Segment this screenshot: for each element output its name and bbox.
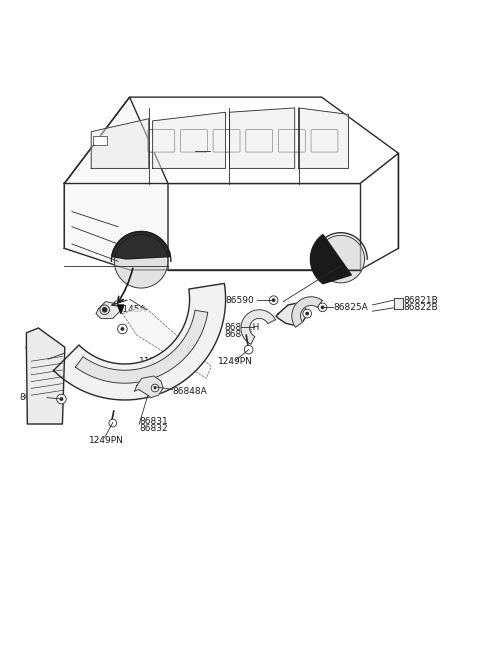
Text: 86822B: 86822B [403, 303, 438, 312]
Polygon shape [64, 97, 168, 270]
Polygon shape [292, 297, 323, 327]
FancyBboxPatch shape [278, 130, 305, 152]
Circle shape [120, 327, 124, 331]
Polygon shape [64, 97, 398, 184]
FancyBboxPatch shape [148, 130, 175, 152]
FancyBboxPatch shape [213, 130, 240, 152]
Polygon shape [153, 112, 226, 169]
Polygon shape [118, 305, 124, 314]
Text: 86832: 86832 [139, 424, 168, 434]
Circle shape [57, 394, 66, 404]
Circle shape [102, 308, 107, 312]
Polygon shape [299, 108, 348, 169]
Polygon shape [317, 236, 365, 283]
Polygon shape [93, 136, 107, 144]
Text: 86821B: 86821B [403, 296, 438, 304]
Polygon shape [311, 235, 351, 283]
Text: 86825A: 86825A [334, 303, 368, 312]
FancyBboxPatch shape [311, 130, 338, 152]
Circle shape [272, 298, 276, 302]
Polygon shape [26, 328, 65, 424]
Text: 1249PN: 1249PN [218, 357, 253, 366]
Polygon shape [229, 108, 295, 169]
Text: 86590: 86590 [19, 393, 48, 402]
Polygon shape [54, 283, 226, 400]
Text: 86848A: 86848A [173, 387, 207, 396]
Text: 86831: 86831 [139, 417, 168, 426]
Circle shape [151, 384, 159, 392]
Text: 86811: 86811 [25, 355, 54, 363]
Circle shape [269, 296, 278, 304]
FancyBboxPatch shape [180, 130, 207, 152]
Text: 84145A: 84145A [112, 305, 146, 314]
Circle shape [154, 386, 156, 390]
Polygon shape [91, 119, 149, 169]
Circle shape [303, 309, 312, 318]
Polygon shape [75, 310, 208, 383]
Circle shape [118, 324, 127, 334]
Circle shape [109, 419, 117, 427]
Polygon shape [276, 303, 307, 325]
Text: 1249PN: 1249PN [89, 436, 124, 445]
Text: 86590: 86590 [226, 296, 254, 304]
Circle shape [318, 303, 327, 312]
Polygon shape [122, 306, 211, 379]
Circle shape [321, 306, 324, 309]
FancyBboxPatch shape [246, 130, 273, 152]
Text: 86812: 86812 [25, 362, 54, 371]
Polygon shape [394, 298, 403, 309]
Polygon shape [64, 154, 398, 270]
Polygon shape [112, 232, 170, 259]
Circle shape [60, 397, 63, 401]
Polygon shape [241, 310, 276, 344]
Text: 86841H: 86841H [225, 323, 260, 331]
Text: 86842: 86842 [225, 330, 253, 338]
Polygon shape [114, 234, 168, 288]
Polygon shape [134, 376, 163, 398]
Circle shape [244, 345, 253, 354]
Circle shape [305, 312, 309, 316]
Polygon shape [96, 302, 120, 318]
Text: 1125GB: 1125GB [139, 357, 175, 366]
